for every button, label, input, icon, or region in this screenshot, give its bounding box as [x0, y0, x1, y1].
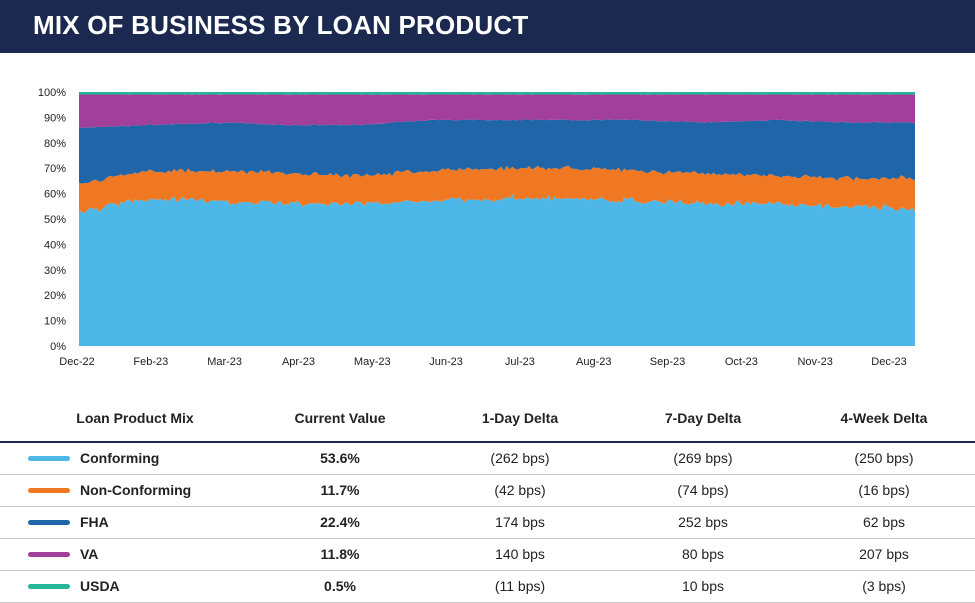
row-4-week-delta: 62 bps [862, 514, 906, 530]
table-row: Conforming 53.6% (262 bps) (269 bps) (250 bp… [0, 443, 975, 475]
row-4-week-delta: 207 bps [859, 546, 909, 562]
y-tick-label: 0% [50, 341, 66, 353]
y-tick-label: 80% [44, 138, 66, 150]
row-current-value: 53.6% [320, 450, 360, 466]
x-tick-label: Oct-23 [725, 356, 758, 368]
x-tick-label: Jul-23 [505, 356, 535, 368]
y-tick-label: 20% [44, 290, 66, 302]
row-1-day-delta: (42 bps) [494, 482, 546, 498]
stacked-area-chart: 0% 10% 20% 30% 40% 50% 60% 70% 80% 90% 100% Dec-22… [38, 87, 915, 368]
area-series-fha [79, 119, 915, 184]
area-series-conforming [79, 194, 915, 346]
row-7-day-delta: 252 bps [678, 514, 728, 530]
row-7-day-delta: 10 bps [681, 578, 725, 594]
row-current-value: 22.4% [320, 514, 360, 530]
header-loan-product-mix: Loan Product Mix [76, 410, 194, 426]
y-tick-label: 40% [44, 239, 66, 251]
x-tick-label: Apr-23 [282, 356, 315, 368]
area-series-non-conforming [79, 165, 915, 214]
legend-swatch [28, 488, 70, 493]
x-tick-label: Mar-23 [207, 356, 242, 368]
area-series-va [79, 94, 915, 128]
row-product-name: VA [80, 546, 99, 562]
chart-areas [79, 92, 915, 346]
legend-swatch [28, 552, 70, 557]
row-4-week-delta: (3 bps) [862, 578, 906, 594]
table-row: USDA 0.5% (11 bps) 10 bps (3 bps) [0, 571, 975, 603]
x-axis: Dec-22 Feb-23 Mar-23 Apr-23 May-23 Jun-23 Jul-… [59, 356, 906, 368]
row-1-day-delta: 140 bps [495, 546, 545, 562]
row-current-value: 0.5% [324, 578, 356, 594]
y-tick-label: 70% [44, 163, 66, 175]
row-4-week-delta: (250 bps) [854, 450, 914, 466]
page-title: MIX OF BUSINESS BY LOAN PRODUCT [33, 10, 529, 40]
x-tick-label: Sep-23 [650, 356, 685, 368]
row-product-name: Non-Conforming [80, 482, 192, 498]
row-4-week-delta: (16 bps) [858, 482, 910, 498]
area-series-usda [79, 92, 915, 95]
header-current-value: Current Value [294, 410, 386, 426]
y-tick-label: 90% [44, 112, 66, 124]
row-product-name: FHA [80, 514, 109, 530]
x-tick-label: May-23 [354, 356, 391, 368]
page-header: MIX OF BUSINESS BY LOAN PRODUCT [0, 0, 975, 53]
header-1-day-delta: 1-Day Delta [481, 410, 559, 426]
table-row: Non-Conforming 11.7% (42 bps) (74 bps) (16 b… [0, 475, 975, 507]
x-tick-label: Jun-23 [429, 356, 463, 368]
legend-swatch [28, 520, 70, 525]
legend-swatch [28, 456, 70, 461]
row-product-name: USDA [80, 578, 120, 594]
row-current-value: 11.8% [320, 546, 360, 562]
y-tick-label: 50% [44, 214, 66, 226]
row-7-day-delta: (269 bps) [673, 450, 733, 466]
y-tick-label: 30% [44, 265, 66, 277]
table-header: Loan Product Mix Current Value 1-Day Del… [0, 397, 975, 443]
row-7-day-delta: 80 bps [681, 546, 725, 562]
table-row: FHA 22.4% 174 bps 252 bps 62 bps [0, 507, 975, 539]
y-tick-label: 100% [38, 87, 66, 99]
x-tick-label: Feb-23 [133, 356, 168, 368]
legend-swatch [28, 584, 70, 589]
table-row: VA 11.8% 140 bps 80 bps 207 bps [0, 539, 975, 571]
row-7-day-delta: (74 bps) [677, 482, 729, 498]
row-1-day-delta: (11 bps) [494, 578, 546, 594]
row-1-day-delta: (262 bps) [490, 450, 550, 466]
y-axis: 0% 10% 20% 30% 40% 50% 60% 70% 80% 90% 100% [38, 87, 66, 353]
row-current-value: 11.7% [320, 482, 360, 498]
x-tick-label: Aug-23 [576, 356, 611, 368]
x-tick-label: Dec-23 [871, 356, 906, 368]
header-7-day-delta: 7-Day Delta [664, 410, 742, 426]
row-1-day-delta: 174 bps [495, 514, 545, 530]
x-tick-label: Dec-22 [59, 356, 94, 368]
row-product-name: Conforming [80, 450, 160, 466]
header-4-week-delta: 4-Week Delta [840, 410, 928, 426]
y-tick-label: 60% [44, 189, 66, 201]
x-tick-label: Nov-23 [797, 356, 832, 368]
y-tick-label: 10% [44, 316, 66, 328]
